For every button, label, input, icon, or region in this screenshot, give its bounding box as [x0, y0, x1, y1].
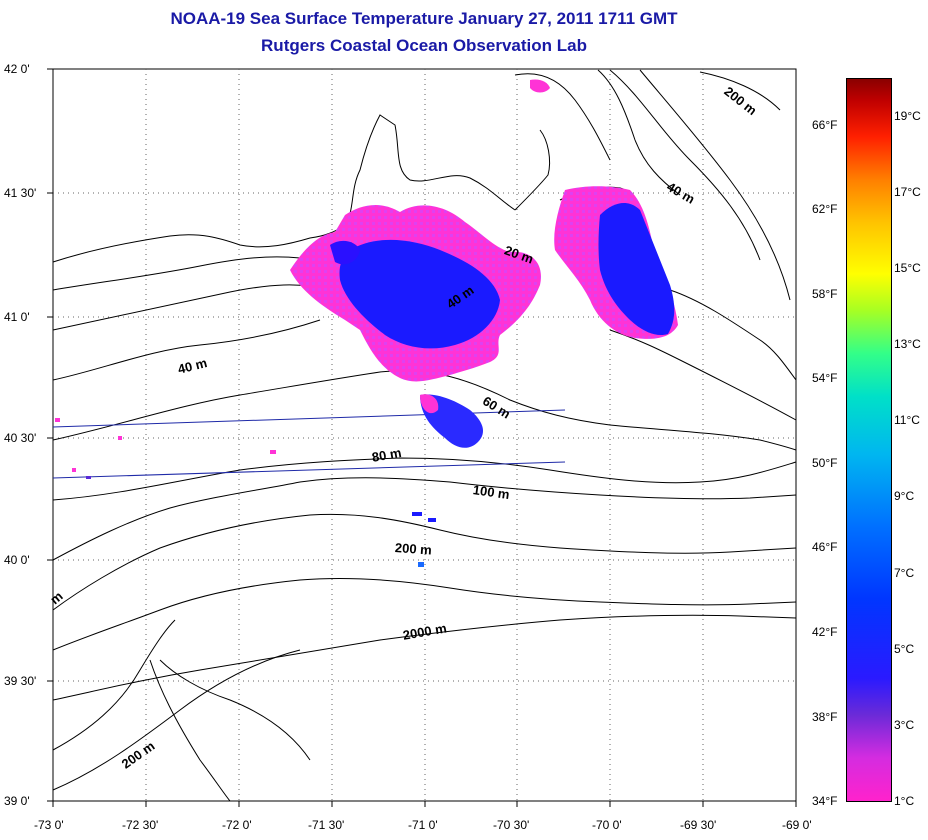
lon-label: -69 0': [782, 818, 812, 832]
grid: [53, 69, 796, 801]
colorbar-f-label: 62°F: [812, 202, 838, 216]
sst-data: [55, 79, 678, 567]
colorbar-c-label: 17°C: [894, 185, 921, 199]
lat-label: 39 0': [4, 794, 30, 808]
colorbar-f-label: 34°F: [812, 794, 838, 808]
lon-label: -71 30': [308, 818, 345, 832]
colorbar-f-label: 38°F: [812, 710, 838, 724]
satellite-tracks: [52, 409, 566, 479]
colorbar-c-label: 9°C: [894, 489, 915, 503]
colorbar-c-label: 11°C: [894, 413, 920, 427]
tick-marks: [47, 68, 797, 807]
lat-label: 42 0': [4, 62, 30, 76]
lon-label: -73 0': [34, 818, 64, 832]
lon-label: -70 30': [493, 818, 530, 832]
lon-label: -69 30': [680, 818, 717, 832]
lon-label: -72 0': [222, 818, 252, 832]
colorbar-f-label: 42°F: [812, 625, 838, 639]
lat-label: 40 0': [4, 553, 30, 567]
colorbar-c-label: 15°C: [894, 261, 921, 275]
lat-label: 41 30': [4, 186, 37, 200]
lon-label: -72 30': [122, 818, 159, 832]
colorbar-c-label: 13°C: [894, 337, 921, 351]
colorbar-c-label: 7°C: [894, 566, 915, 580]
lon-label: -71 0': [408, 818, 438, 832]
lat-label: 40 30': [4, 431, 37, 445]
colorbar-c-label: 3°C: [894, 718, 915, 732]
colorbar-f-label: 58°F: [812, 287, 838, 301]
depth-label: 200 m: [394, 540, 433, 558]
colorbar-c-label: 5°C: [894, 642, 915, 656]
colorbar-f-label: 50°F: [812, 456, 838, 470]
colorbar-f-label: 66°F: [812, 118, 838, 132]
colorbar-c-label: 1°C: [894, 794, 915, 808]
map-title: NOAA-19 Sea Surface Temperature January …: [170, 9, 678, 28]
lat-label: 41 0': [4, 310, 30, 324]
temperature-colorbar: [846, 78, 892, 802]
lon-label: -70 0': [592, 818, 622, 832]
colorbar-f-label: 46°F: [812, 540, 838, 554]
colorbar-f-label: 54°F: [812, 371, 838, 385]
map-subtitle: Rutgers Coastal Ocean Observation Lab: [261, 36, 587, 55]
lat-label: 39 30': [4, 674, 37, 688]
colorbar-c-label: 19°C: [894, 109, 921, 123]
